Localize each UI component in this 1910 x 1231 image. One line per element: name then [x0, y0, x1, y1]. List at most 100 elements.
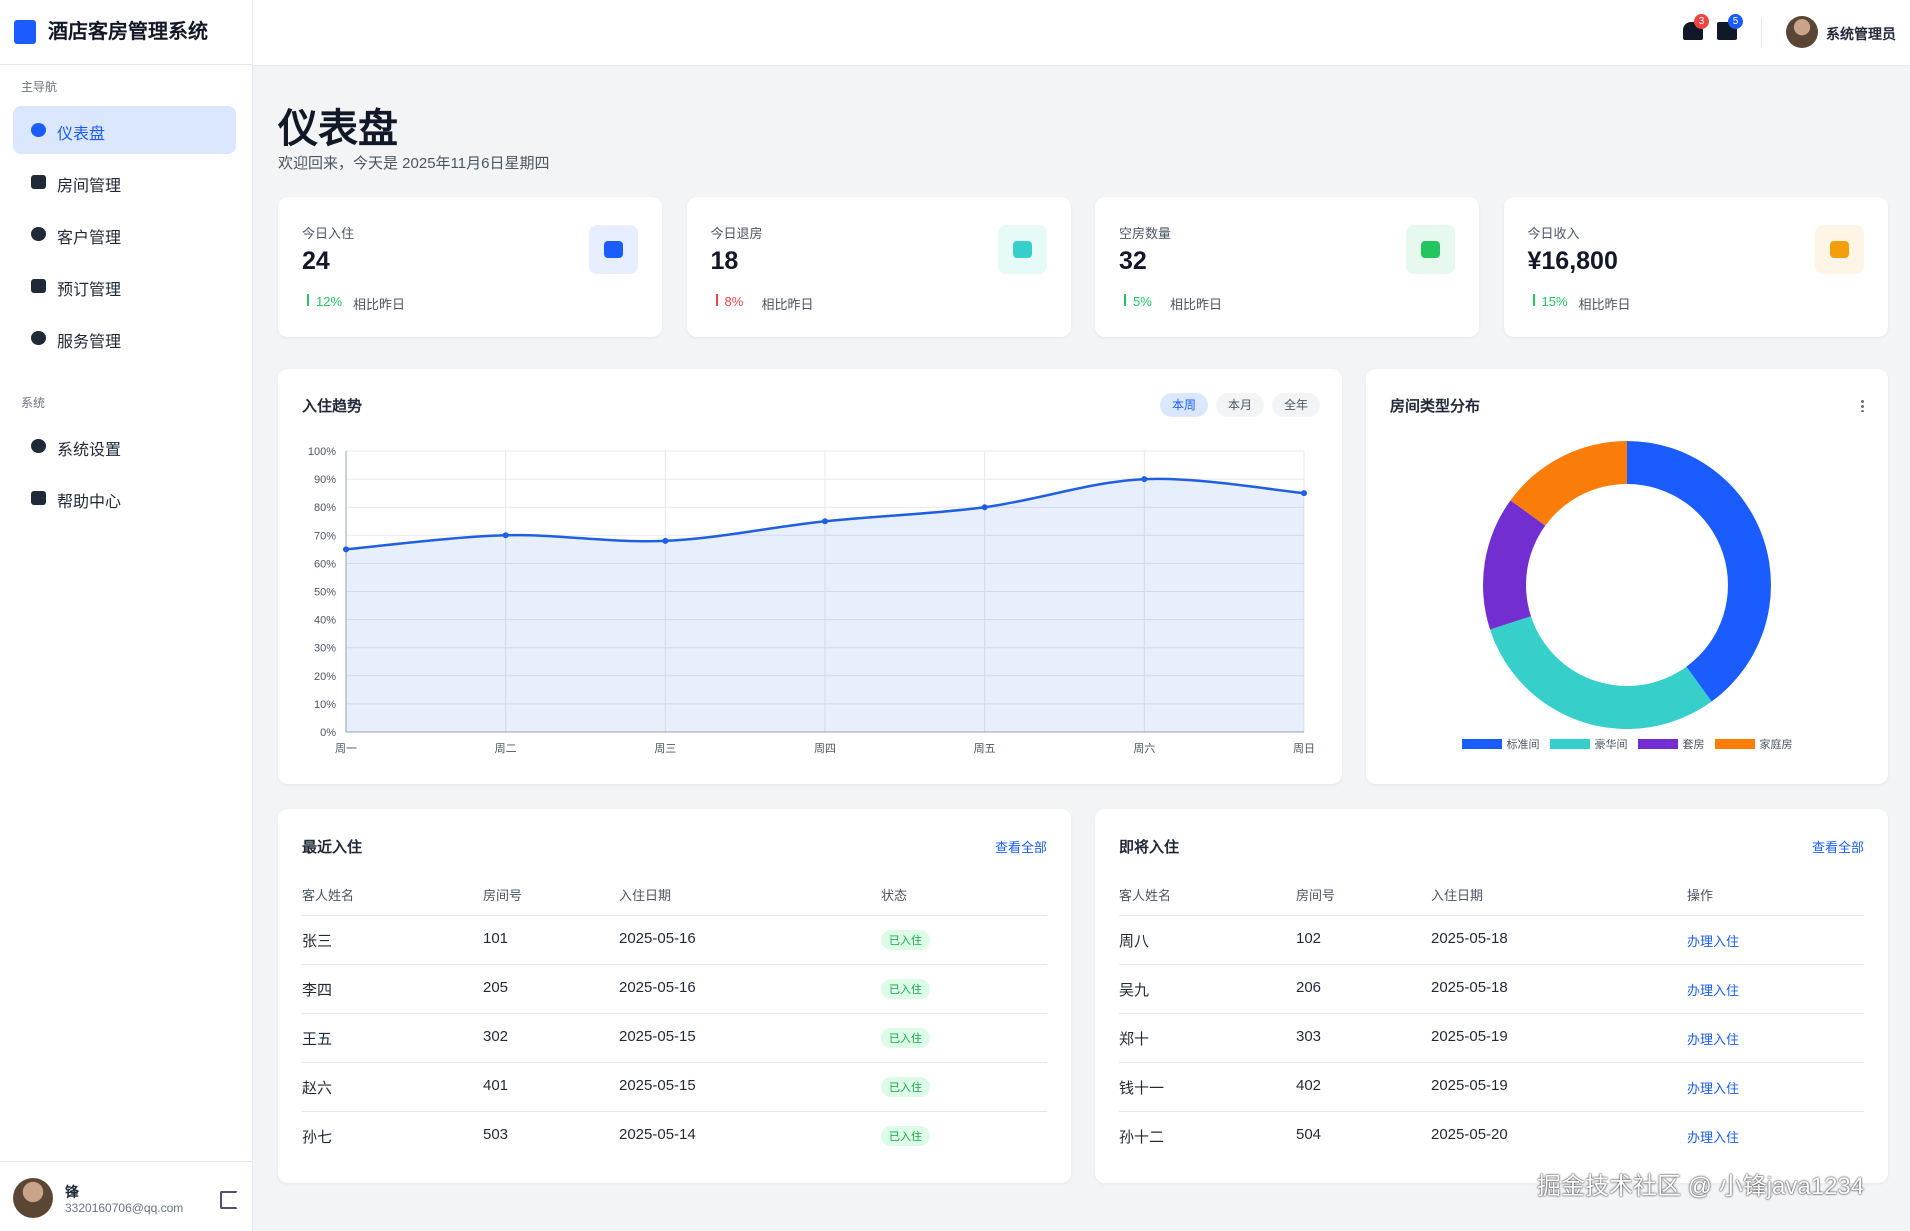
nav-item[interactable]: 系统设置: [13, 422, 236, 470]
donut-segment: [1483, 500, 1546, 630]
header-icon[interactable]: 3: [1683, 14, 1709, 40]
y-tick-label: 80%: [314, 502, 336, 514]
table-cell: 2025-05-15: [619, 1028, 696, 1045]
row-divider: [302, 1062, 1047, 1063]
stat-icon-glyph: [1012, 241, 1032, 258]
y-tick-label: 10%: [314, 699, 336, 711]
chart-title: 房间类型分布: [1390, 398, 1481, 415]
header-icon[interactable]: 5: [1717, 14, 1743, 40]
action-link[interactable]: 办理入住: [1687, 1081, 1740, 1096]
nav-section-title: 主导航: [21, 80, 58, 94]
status-badge: 已入住: [881, 1126, 930, 1146]
profile-name: 锋: [65, 1184, 79, 1200]
legend-item: 豪华间: [1549, 736, 1628, 752]
stat-change: 8%: [724, 294, 744, 309]
stat-card: 今日退房 18 8% 相比昨日: [686, 197, 1071, 337]
page-subtitle: 欢迎回来，今天是 2025年11月6日星期四: [278, 155, 550, 172]
nav-icon: [31, 279, 46, 293]
table-cell: 2025-05-16: [619, 930, 696, 947]
logout-button[interactable]: [220, 1191, 238, 1209]
x-tick-label: 周一: [335, 742, 357, 755]
table-card: 即将入住 查看全部 客人姓名 房间号 入住日期 操作 周八 102 2025-05-18 办理入住…: [1095, 809, 1888, 1183]
table-cell: 205: [483, 979, 509, 996]
view-all-link[interactable]: 查看全部: [994, 840, 1047, 855]
chart: 0% 10% 20% 30% 40% 50% 60% 70% 80% 90% 100% 周一 周二 周三 周…: [308, 446, 1315, 755]
table-cell: 张三: [302, 933, 333, 950]
table-cell: 2025-05-14: [619, 1126, 696, 1143]
sidebar: 酒店客房管理系统 主导航 仪表盘 房间管理 客户管理 预订管理 服务管理 系统 系统设置 帮助中心…: [0, 0, 253, 1231]
legend-swatch: [1461, 739, 1502, 749]
column-header: 入住日期: [619, 888, 672, 903]
table-cell: 李四: [302, 982, 333, 999]
nav-item[interactable]: 客户管理: [13, 210, 236, 258]
period-button[interactable]: 本周: [1160, 393, 1208, 417]
x-tick-label: 周三: [654, 742, 676, 755]
stat-card: 空房数量 32 5% 相比昨日: [1095, 197, 1479, 337]
stat-value: 32: [1119, 247, 1147, 275]
donut-segment: [1490, 616, 1712, 729]
user-name[interactable]: 系统管理员: [1826, 26, 1896, 42]
stat-value: 18: [710, 247, 739, 275]
table-cell: 302: [483, 1028, 509, 1045]
legend-label: 套房: [1682, 739, 1705, 751]
stat-note: 相比昨日: [761, 297, 814, 312]
column-header: 状态: [881, 888, 908, 903]
x-tick-label: 周五: [974, 742, 996, 755]
divider: [0, 1161, 252, 1162]
nav-item[interactable]: 帮助中心: [13, 474, 236, 522]
nav-item[interactable]: 房间管理: [13, 158, 236, 206]
table-cell: 2025-05-19: [1431, 1077, 1508, 1094]
action-link[interactable]: 办理入住: [1687, 983, 1740, 998]
row-divider: [1119, 1111, 1864, 1112]
stat-note: 相比昨日: [353, 297, 406, 312]
action-link[interactable]: 办理入住: [1687, 934, 1740, 949]
x-tick-label: 周日: [1293, 742, 1315, 755]
nav-item[interactable]: 服务管理: [13, 314, 236, 362]
table-cell: 钱十一: [1119, 1080, 1165, 1097]
column-header: 操作: [1687, 888, 1714, 903]
stat-icon: [1406, 225, 1455, 274]
nav-label: 服务管理: [57, 334, 122, 351]
stat-card: 今日收入 ¥16,800 15% 相比昨日: [1503, 197, 1888, 337]
y-tick-label: 20%: [314, 671, 336, 683]
action-link[interactable]: 办理入住: [1687, 1130, 1740, 1145]
action-link[interactable]: 办理入住: [1687, 1032, 1740, 1047]
line-area: [346, 478, 1304, 732]
period-button[interactable]: 全年: [1272, 393, 1320, 417]
row-divider: [302, 1013, 1047, 1014]
nav-label: 系统设置: [57, 442, 122, 459]
more-button[interactable]: [1861, 399, 1864, 412]
x-tick-label: 周四: [814, 742, 836, 755]
row-divider: [302, 1111, 1047, 1112]
stat-change: 5%: [1133, 294, 1152, 309]
stat-card: 今日入住 24 12% 相比昨日: [278, 197, 662, 337]
trend-arrow: [307, 294, 319, 306]
table-cell: 303: [1296, 1028, 1322, 1045]
nav-label: 预订管理: [57, 282, 122, 299]
separator: [1761, 18, 1762, 48]
y-tick-label: 100%: [308, 446, 336, 458]
nav-item[interactable]: 仪表盘: [13, 106, 236, 154]
view-all-link[interactable]: 查看全部: [1811, 840, 1864, 855]
table-cell: 504: [1296, 1126, 1322, 1143]
column-header: 房间号: [483, 888, 523, 903]
nav-item[interactable]: 预订管理: [13, 262, 236, 310]
row-divider: [1119, 915, 1864, 916]
stat-note: 相比昨日: [1578, 297, 1631, 312]
column-header: 客人姓名: [1119, 888, 1172, 903]
table-card: 最近入住 查看全部 客人姓名 房间号 入住日期 状态 张三 101 2025-05-16 已入住李…: [278, 809, 1071, 1183]
avatar[interactable]: [1786, 16, 1818, 48]
table-cell: 吴九: [1119, 982, 1150, 999]
row-divider: [302, 964, 1047, 965]
nav-icon: [31, 175, 46, 189]
legend-swatch: [1549, 739, 1590, 749]
y-tick-label: 40%: [314, 615, 336, 627]
legend-item: 家庭房: [1714, 736, 1793, 752]
nav-label: 房间管理: [57, 178, 122, 195]
badge: 5: [1728, 14, 1743, 29]
stat-icon-glyph: [1421, 241, 1440, 258]
table-cell: 2025-05-18: [1431, 930, 1508, 947]
point: [1301, 490, 1307, 497]
period-button[interactable]: 本月: [1216, 393, 1264, 417]
status-badge: 已入住: [881, 979, 930, 999]
